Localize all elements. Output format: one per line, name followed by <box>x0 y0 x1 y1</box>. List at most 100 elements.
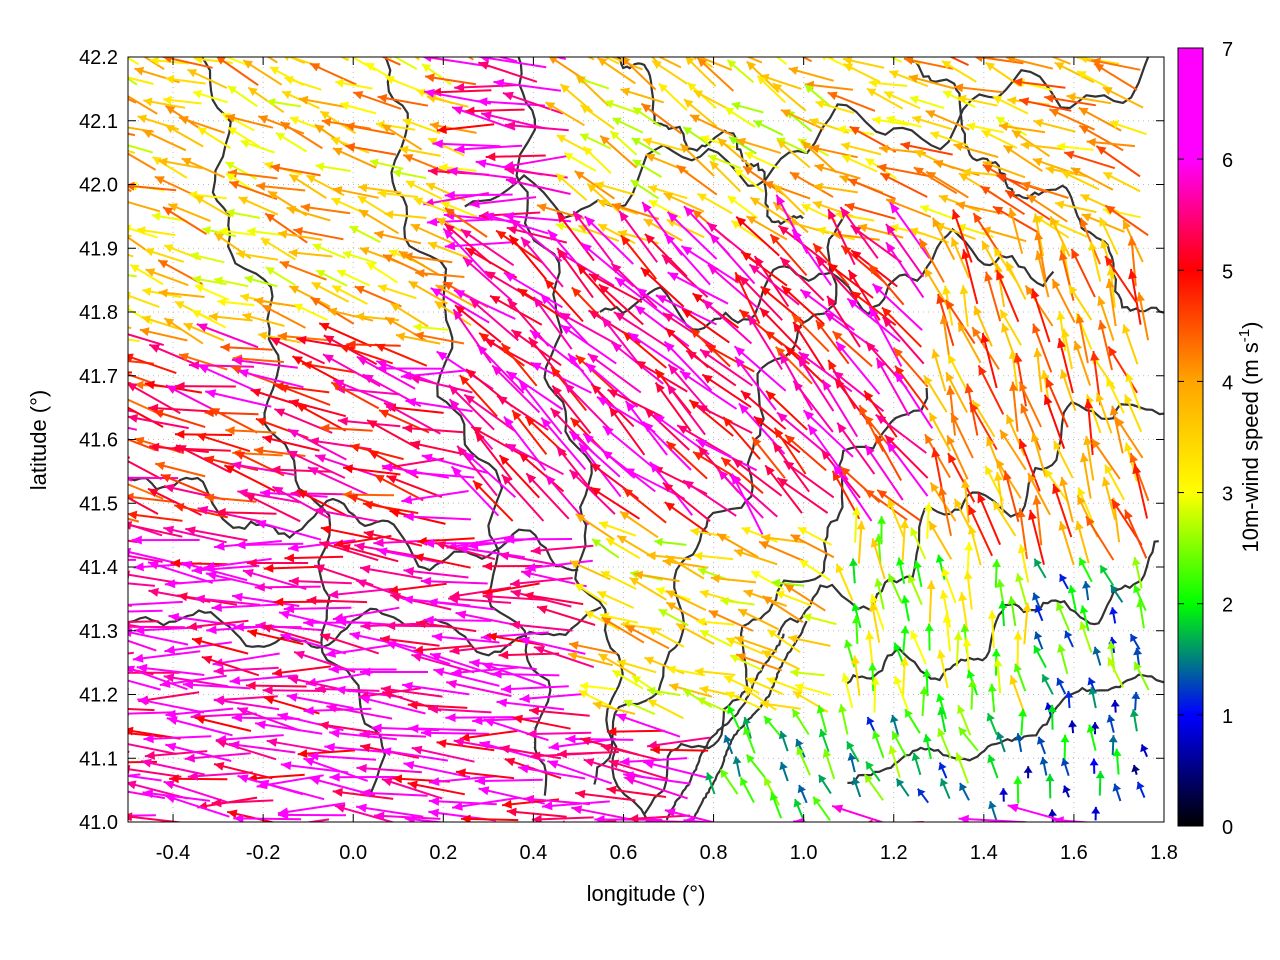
wind-arrow <box>623 776 688 800</box>
wind-arrow <box>705 343 755 373</box>
wind-arrow <box>491 669 560 679</box>
wind-arrow-head <box>762 596 773 605</box>
wind-arrow <box>1014 733 1024 753</box>
wind-arrow <box>619 510 659 539</box>
wind-arrow <box>791 228 832 286</box>
wind-arrow-head <box>693 90 704 99</box>
wind-arrow-head <box>510 578 521 588</box>
wind-arrow-head <box>360 743 371 753</box>
wind-arrow-head <box>76 588 87 597</box>
wind-arrow <box>1129 452 1150 502</box>
wind-arrow-shaft <box>505 370 564 411</box>
wind-arrow-shaft <box>386 474 443 499</box>
wind-arrow <box>525 559 593 572</box>
x-tick-label: 0.0 <box>339 842 367 864</box>
wind-arrow <box>142 57 165 71</box>
wind-arrow-head <box>892 731 900 741</box>
wind-arrow <box>968 525 982 566</box>
wind-arrow-head <box>336 617 347 627</box>
wind-arrow <box>213 666 279 676</box>
wind-arrow-head <box>998 600 1008 609</box>
wind-arrow-head <box>1131 691 1141 700</box>
wind-arrow-head <box>1105 464 1113 475</box>
wind-arrow-head <box>951 209 961 220</box>
wind-arrow <box>128 510 183 522</box>
wind-arrow <box>319 110 357 135</box>
wind-arrow-head <box>211 798 222 808</box>
wind-arrow-head <box>1034 558 1042 568</box>
wind-arrow-head <box>606 727 617 736</box>
wind-arrow-head <box>729 137 739 145</box>
wind-arrow-head <box>235 540 246 550</box>
wind-arrow-head <box>942 614 952 623</box>
wind-arrow-head <box>790 668 799 678</box>
wind-arrow-head <box>731 220 741 230</box>
wind-arrow-shaft <box>600 744 661 762</box>
wind-arrow <box>1073 340 1092 386</box>
wind-arrow-shaft <box>128 743 177 755</box>
wind-arrow-head <box>360 667 371 677</box>
wind-arrow <box>781 285 825 326</box>
wind-arrow-head <box>655 586 665 596</box>
wind-arrow-head <box>822 749 832 758</box>
wind-arrow-shaft <box>662 312 717 349</box>
wind-arrow-head <box>491 669 502 679</box>
wind-arrow-head <box>725 691 736 700</box>
wind-arrow <box>128 600 183 606</box>
wind-arrow-head <box>229 180 240 190</box>
wind-arrow-head <box>937 649 946 659</box>
x-axis-ticks: -0.4 -0.2 0.0 0.2 0.4 0.6 0.8 1.0 1.2 1.4 1.6 1.8 <box>156 57 1178 864</box>
wind-arrow <box>922 734 932 760</box>
wind-arrow <box>342 490 395 500</box>
wind-arrow-head <box>552 385 562 396</box>
wind-arrow <box>1088 686 1098 709</box>
wind-arrow-head <box>767 629 777 639</box>
wind-arrow <box>941 60 977 83</box>
wind-arrow <box>413 644 473 655</box>
wind-arrow-head <box>1091 438 1101 449</box>
wind-arrow-head <box>992 96 1003 105</box>
wind-arrow-head <box>407 700 418 710</box>
wind-arrow-head <box>738 403 750 414</box>
wind-arrow-head <box>192 310 202 319</box>
wind-arrow-head <box>237 368 249 378</box>
wind-arrow-shaft <box>530 544 594 553</box>
wind-arrow <box>857 223 904 239</box>
wind-arrow-head <box>1061 328 1070 338</box>
wind-arrow-head <box>465 452 476 463</box>
wind-arrow-head <box>388 585 399 595</box>
wind-arrow <box>165 75 206 85</box>
wind-arrow-head <box>1110 585 1119 594</box>
wind-arrow-head <box>893 676 903 686</box>
wind-arrow <box>1013 631 1023 671</box>
wind-arrow <box>664 233 711 286</box>
wind-arrow <box>424 73 477 86</box>
wind-arrow-head <box>591 384 602 395</box>
wind-arrow <box>742 716 752 739</box>
wind-arrow-head <box>255 621 266 631</box>
wind-arrow <box>356 763 422 774</box>
wind-arrow-shaft <box>498 553 564 567</box>
wind-arrow-head <box>1075 520 1084 531</box>
wind-arrow-head <box>763 180 774 190</box>
wind-arrow-head <box>478 61 489 70</box>
wind-arrow-shaft <box>165 743 232 762</box>
wind-arrow-head <box>849 558 858 567</box>
wind-arrow-head <box>757 75 767 85</box>
wind-arrow-head <box>227 809 238 819</box>
wind-arrow-shaft <box>589 486 641 520</box>
wind-arrow-head <box>851 777 861 786</box>
wind-arrow-head <box>1077 487 1086 497</box>
wind-arrow-head <box>320 525 332 535</box>
wind-arrow <box>203 557 272 571</box>
wind-arrow <box>1099 216 1119 255</box>
wind-arrow-shaft <box>474 778 543 783</box>
wind-arrow-shaft <box>529 329 585 373</box>
wind-arrow <box>140 758 206 776</box>
wind-arrow <box>310 824 374 833</box>
wind-arrow <box>683 98 718 128</box>
wind-arrow-head <box>104 326 115 335</box>
wind-arrow <box>474 431 513 481</box>
wind-arrow-head <box>574 171 585 180</box>
wind-arrow-shaft <box>565 737 634 741</box>
